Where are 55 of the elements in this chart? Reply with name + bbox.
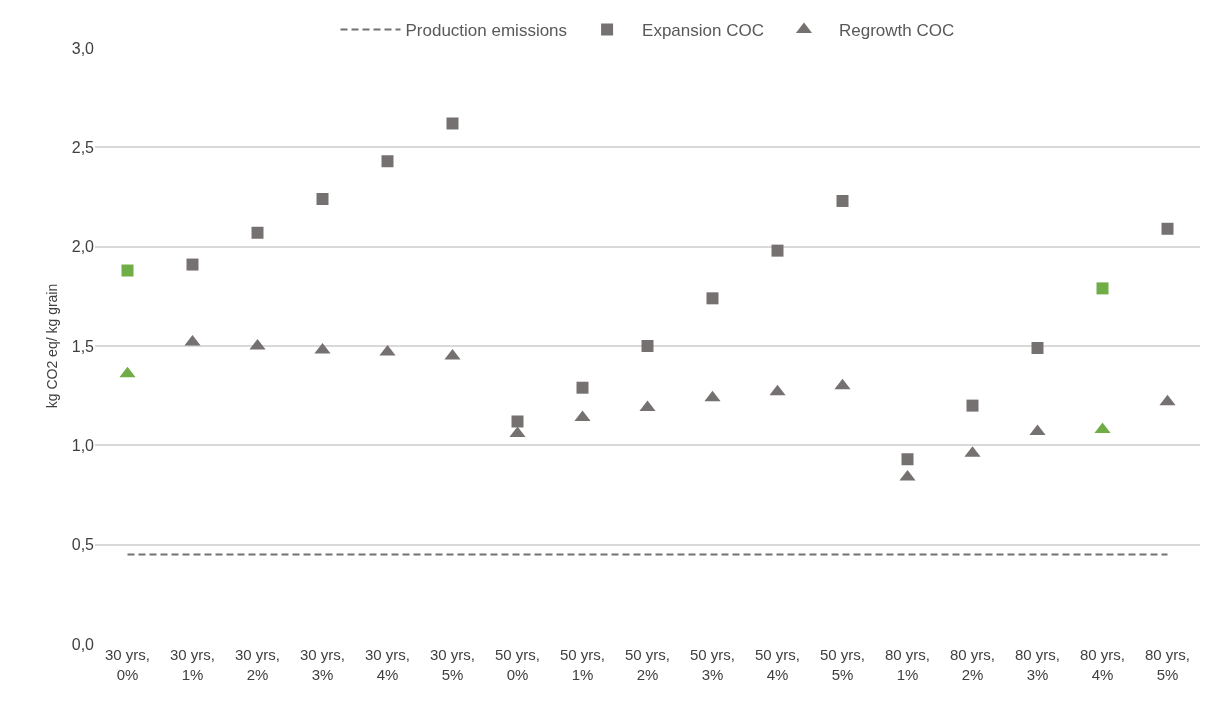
point <box>574 410 591 422</box>
point <box>381 155 394 168</box>
x-tick-label: 50 yrs, 2% <box>624 646 671 683</box>
x-tick-label: 30 yrs, 0% <box>104 646 151 683</box>
point <box>834 378 851 390</box>
x-tick-label: 30 yrs, 3% <box>299 646 346 683</box>
x-tick-label: 80 yrs, 3% <box>1014 646 1061 683</box>
point <box>446 117 459 130</box>
y-tick-label: 0,0 <box>71 635 95 653</box>
point <box>639 400 656 412</box>
point <box>966 399 979 412</box>
point <box>704 390 721 402</box>
legend-label: Regrowth COC <box>838 21 955 41</box>
point <box>641 340 654 352</box>
x-tick-label: 80 yrs, 1% <box>884 646 931 683</box>
y-tick-label: 1,5 <box>71 337 95 355</box>
point <box>186 258 199 271</box>
point <box>771 244 784 257</box>
y-tick-label: 0,5 <box>71 536 95 554</box>
x-tick-label: 30 yrs, 1% <box>169 646 216 683</box>
point <box>511 415 524 428</box>
x-tick-label: 30 yrs, 5% <box>429 646 476 683</box>
x-tick-label: 30 yrs, 4% <box>364 646 411 683</box>
x-tick-label: 50 yrs, 1% <box>559 646 606 683</box>
y-tick-label: 3,0 <box>71 39 95 57</box>
point <box>444 348 461 360</box>
point <box>836 194 849 207</box>
x-tick-label: 50 yrs, 5% <box>819 646 866 683</box>
point <box>119 366 136 378</box>
point <box>706 292 719 305</box>
legend-label: Expansion COC <box>642 21 764 41</box>
x-tick-label: 50 yrs, 3% <box>689 646 736 683</box>
x-tick-label: 50 yrs, 4% <box>754 646 801 683</box>
point <box>314 342 331 354</box>
point <box>1159 394 1176 406</box>
x-tick-label: 80 yrs, 2% <box>949 646 996 683</box>
point <box>251 226 264 239</box>
point <box>1096 282 1109 295</box>
x-tick-label: 80 yrs, 5% <box>1144 646 1191 683</box>
x-tick-label: 50 yrs, 0% <box>494 646 541 683</box>
y-tick-label: 2,0 <box>71 238 95 256</box>
y-axis-title: kg CO2 eq/ kg grain <box>44 283 60 409</box>
point <box>1031 341 1044 354</box>
x-tick-label: 30 yrs, 2% <box>234 646 281 683</box>
x-tick-label: 80 yrs, 4% <box>1079 646 1126 683</box>
point <box>316 192 329 205</box>
point <box>379 344 396 356</box>
point <box>576 381 589 394</box>
legend-label: Production emissions <box>405 21 568 41</box>
point <box>769 384 786 396</box>
y-tick-label: 2,5 <box>71 138 95 156</box>
point <box>1161 222 1174 235</box>
point <box>121 264 134 277</box>
y-tick-label: 1,0 <box>71 436 95 454</box>
point <box>901 453 914 466</box>
